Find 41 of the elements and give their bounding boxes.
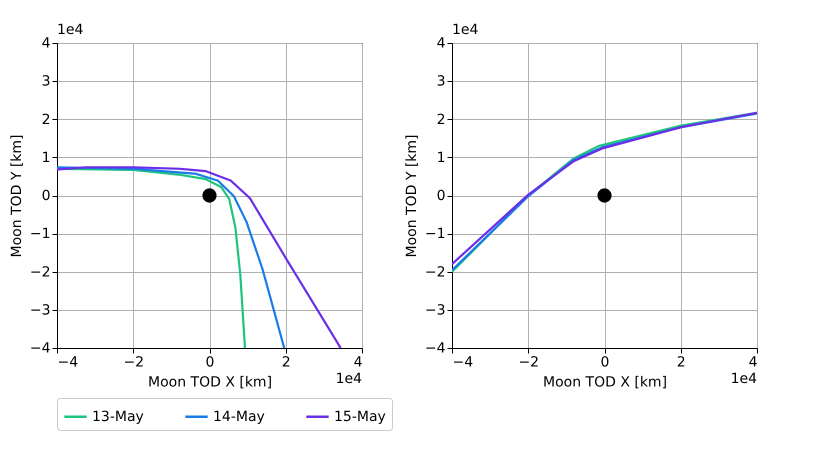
y-tick-label: 4 (436, 36, 446, 52)
y-tick-label: 3 (436, 74, 446, 90)
y-axis-title: Moon TOD Y [km] (404, 134, 420, 258)
x-tick-label: 4 (748, 354, 758, 370)
x-tick-label: 4 (354, 354, 363, 370)
text: 1e4 (57, 22, 84, 38)
line-series (57, 166, 286, 348)
x-tick-label: −2 (123, 354, 144, 370)
y-tick-label: −3 (30, 302, 50, 318)
x-tick-label: 0 (206, 354, 214, 370)
x-tick-label: 0 (600, 354, 610, 370)
y-tick-label: 0 (436, 188, 446, 204)
y-tick-label: 4 (42, 36, 51, 52)
y-tick-label: 1 (42, 150, 50, 166)
x-tick-label: 2 (676, 354, 686, 370)
y-axis-title: Moon TOD Y [km] (8, 134, 25, 258)
text: 1e4 (452, 22, 479, 38)
y-tick-label: −4 (424, 340, 446, 356)
y-tick-label: −3 (424, 302, 446, 318)
x-axis-title: Moon TOD X [km] (148, 374, 272, 390)
y-tick-label: −1 (30, 226, 50, 242)
x-tick-label: 2 (282, 354, 291, 370)
y-tick-label: 3 (42, 74, 50, 90)
y-tick-label: 2 (436, 112, 446, 128)
legend-label: 13-May (92, 408, 144, 425)
y-tick-label: −1 (424, 226, 446, 242)
y-tick-label: 1 (436, 150, 446, 166)
x-tick-label: −2 (518, 354, 540, 370)
legend-label: 14-May (213, 408, 265, 425)
x-tick-label: −4 (452, 354, 474, 370)
x-tick-label: −4 (58, 354, 78, 370)
y-tick-label: −4 (30, 340, 51, 356)
x-axis-title: Moon TOD X [km] (542, 374, 668, 390)
y-tick-label: −2 (424, 264, 446, 280)
text: 1e4 (336, 371, 362, 387)
line-series (57, 166, 342, 348)
legend-label: 15-May (334, 408, 386, 425)
y-tick-label: −2 (30, 264, 50, 280)
y-tick-label: 0 (42, 188, 50, 204)
y-tick-label: 2 (42, 112, 50, 128)
text: 1e4 (730, 371, 758, 387)
